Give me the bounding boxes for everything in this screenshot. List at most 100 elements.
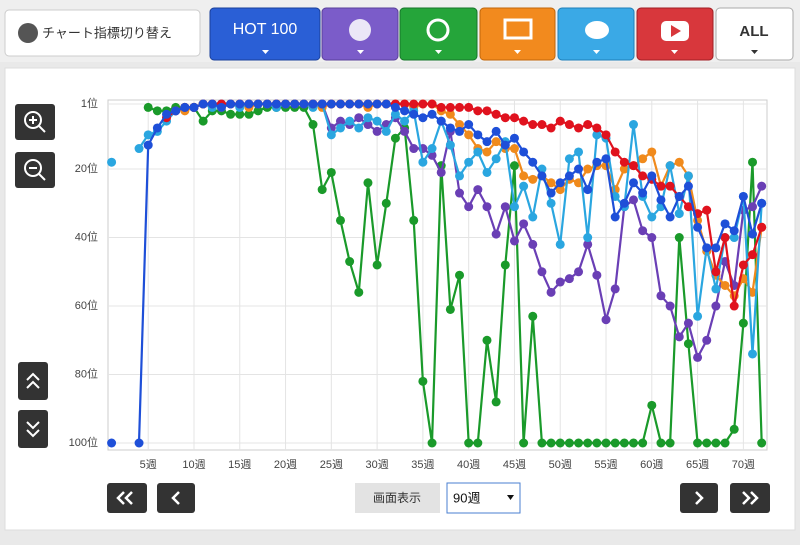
point	[683, 202, 693, 212]
point	[400, 126, 410, 136]
point	[363, 113, 373, 123]
point	[546, 438, 556, 448]
point	[390, 102, 400, 112]
y-tick-label: 80位	[75, 366, 98, 380]
point	[134, 438, 144, 448]
point	[427, 109, 437, 119]
point	[390, 109, 400, 119]
x-tick-label: 25週	[320, 458, 343, 471]
point	[491, 154, 501, 164]
tab-radio[interactable]	[399, 7, 478, 61]
point	[464, 438, 474, 448]
point	[519, 181, 529, 191]
point	[235, 109, 245, 119]
point	[198, 116, 208, 126]
point	[345, 116, 355, 126]
point	[729, 233, 739, 243]
point	[537, 171, 547, 181]
point	[528, 239, 538, 249]
point	[436, 102, 446, 112]
point	[500, 260, 510, 270]
point	[555, 239, 565, 249]
point	[583, 164, 593, 174]
point	[537, 438, 547, 448]
point	[610, 212, 620, 222]
tab-icon	[426, 18, 450, 42]
tab-icon	[503, 18, 533, 40]
point	[519, 219, 529, 229]
point	[445, 102, 455, 112]
point	[656, 438, 666, 448]
point	[491, 109, 501, 119]
tab-all[interactable]	[715, 7, 794, 61]
point	[601, 130, 611, 140]
point	[152, 123, 162, 133]
point	[647, 147, 657, 157]
point	[738, 191, 748, 201]
display-label-box	[355, 483, 440, 513]
point	[638, 438, 648, 448]
point	[235, 99, 245, 109]
point	[546, 198, 556, 208]
point	[464, 120, 474, 130]
point	[546, 178, 556, 188]
zoom-out[interactable]	[15, 152, 55, 188]
point	[281, 99, 291, 109]
next-button[interactable]	[680, 483, 718, 513]
zoom-in[interactable]	[15, 104, 55, 140]
point	[180, 102, 190, 112]
y-tick-label: 1位	[81, 96, 98, 110]
point	[665, 438, 675, 448]
point	[574, 438, 584, 448]
point	[390, 133, 400, 143]
point	[647, 171, 657, 181]
point	[226, 109, 236, 119]
prev-button[interactable]	[157, 483, 195, 513]
point	[583, 185, 593, 195]
point	[455, 120, 465, 130]
point	[519, 438, 529, 448]
point	[107, 438, 117, 448]
point	[601, 438, 611, 448]
point	[720, 438, 730, 448]
point	[308, 99, 318, 109]
point	[491, 126, 501, 136]
point	[290, 99, 300, 109]
period-select[interactable]	[446, 482, 521, 514]
point	[445, 123, 455, 133]
tab-hot100[interactable]	[209, 7, 321, 61]
point	[455, 102, 465, 112]
point	[748, 229, 758, 239]
point	[509, 236, 519, 246]
point	[326, 99, 336, 109]
point	[592, 270, 602, 280]
point	[198, 99, 208, 109]
point	[601, 154, 611, 164]
point	[628, 161, 638, 171]
switch-button[interactable]	[4, 9, 201, 57]
point	[244, 99, 254, 109]
point	[427, 99, 437, 109]
point	[473, 438, 483, 448]
point	[592, 438, 602, 448]
point	[592, 123, 602, 133]
point	[400, 99, 410, 109]
point	[519, 147, 529, 157]
x-tick-label: 45週	[503, 458, 526, 471]
point	[317, 99, 327, 109]
x-tick-label: 55週	[594, 458, 617, 471]
point	[564, 120, 574, 130]
point	[409, 99, 419, 109]
point	[729, 424, 739, 434]
zoom-controls	[15, 104, 55, 448]
switch-icon	[18, 23, 38, 43]
tab-pc[interactable]	[479, 7, 556, 61]
point	[345, 99, 355, 109]
point	[400, 106, 410, 116]
point	[299, 99, 309, 109]
point	[665, 212, 675, 222]
tab-icon	[349, 19, 371, 41]
point	[500, 140, 510, 150]
point	[683, 171, 693, 181]
point	[491, 137, 501, 147]
